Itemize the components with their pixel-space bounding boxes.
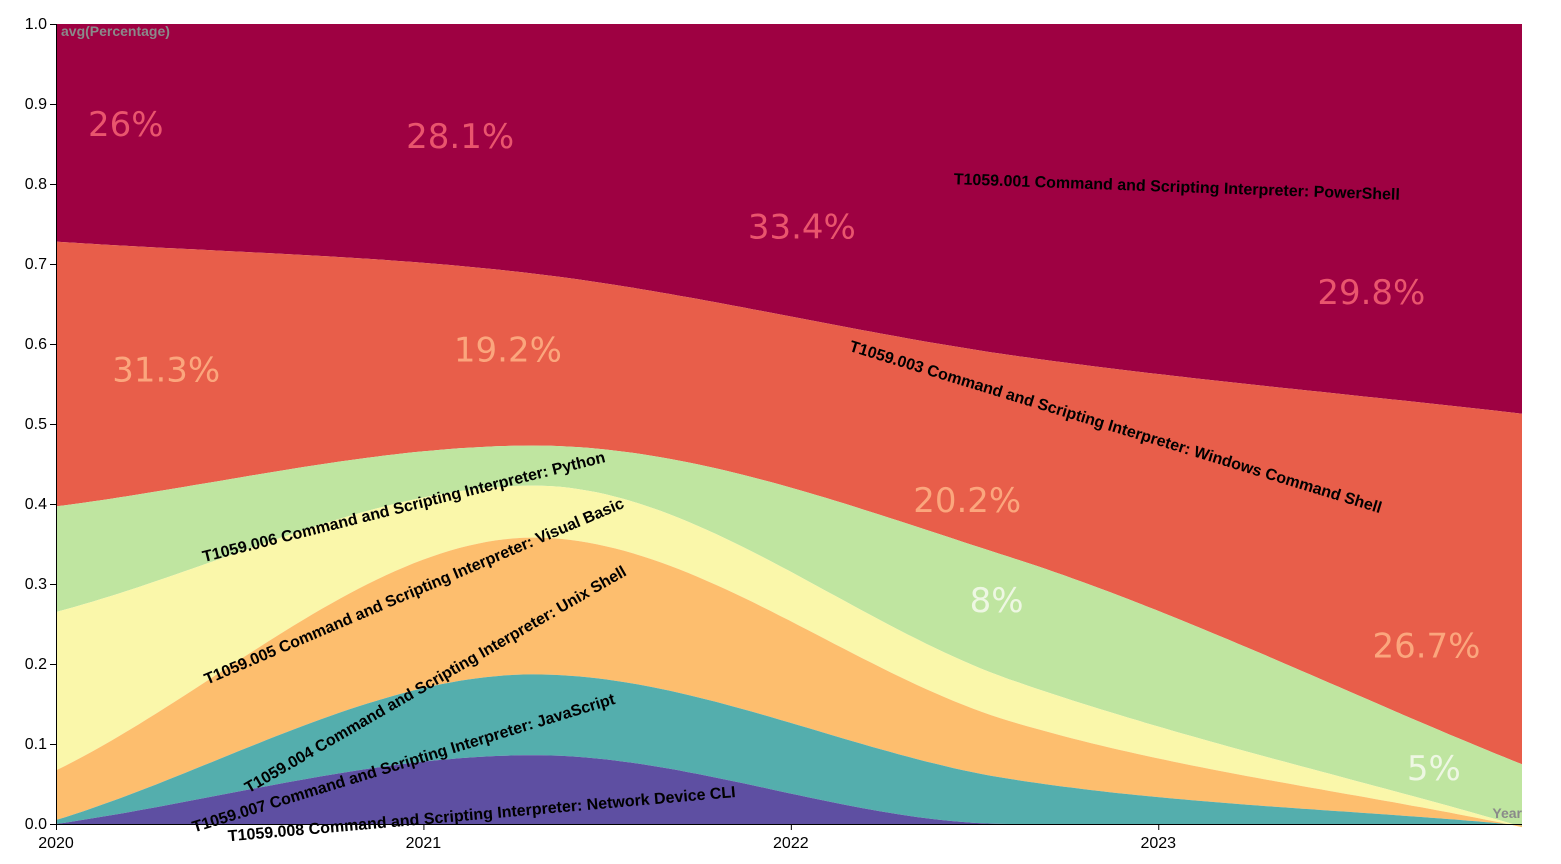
area-layers bbox=[56, 24, 1522, 828]
percent-label: 20.2% bbox=[913, 481, 1021, 521]
y-tick-label: 0.3 bbox=[25, 576, 47, 593]
percent-label: 29.8% bbox=[1317, 273, 1425, 313]
percent-labels: 26% 28.1% 33.4% 29.8% 31.3% 19.2% 20.2% 26.7% 8%… bbox=[88, 105, 1480, 789]
axes bbox=[50, 24, 1522, 830]
area-series-T1059-001 bbox=[56, 24, 1522, 414]
y-tick-label: 0.2 bbox=[25, 656, 47, 673]
percent-label: 26.7% bbox=[1372, 627, 1480, 667]
percent-label: 28.1% bbox=[406, 117, 514, 157]
area-series-T1059-008 bbox=[56, 755, 1522, 824]
y-tick-label: 1.0 bbox=[25, 16, 47, 33]
x-tick-label: 2021 bbox=[406, 835, 442, 852]
y-tick-label: 0.1 bbox=[25, 736, 47, 753]
area-series-T1059-004 bbox=[56, 537, 1522, 828]
percent-label: 33.4% bbox=[748, 207, 856, 247]
percent-label: 5% bbox=[1407, 749, 1461, 789]
x-axis-title: Year bbox=[1492, 805, 1522, 821]
tick-labels: 0.0 0.1 0.2 0.3 0.4 0.5 0.6 0.7 0.8 0.9 1.0 2020 202… bbox=[25, 16, 1176, 852]
y-tick-label: 0.7 bbox=[25, 256, 47, 273]
area-series-T1059-007 bbox=[56, 674, 1522, 826]
x-tick-label: 2022 bbox=[773, 835, 809, 852]
x-tick-label: 2023 bbox=[1140, 835, 1176, 852]
y-tick-label: 0.5 bbox=[25, 416, 47, 433]
percent-label: 19.2% bbox=[454, 331, 562, 371]
y-tick-label: 0.9 bbox=[25, 96, 47, 113]
percent-label: 8% bbox=[970, 581, 1024, 621]
y-tick-label: 0.8 bbox=[25, 176, 47, 193]
percent-label: 26% bbox=[88, 105, 164, 145]
y-axis-title: avg(Percentage) bbox=[61, 23, 170, 39]
area-series-T1059-005 bbox=[56, 485, 1522, 828]
percent-label: 31.3% bbox=[112, 351, 220, 391]
y-tick-label: 0.0 bbox=[25, 816, 47, 833]
area-series-T1059-006 bbox=[56, 445, 1522, 827]
y-tick-label: 0.4 bbox=[25, 496, 47, 513]
area-top-edge bbox=[56, 24, 1522, 26]
area-series-T1059-003 bbox=[56, 241, 1522, 765]
x-tick-label: 2020 bbox=[38, 835, 74, 852]
y-tick-label: 0.6 bbox=[25, 336, 47, 353]
